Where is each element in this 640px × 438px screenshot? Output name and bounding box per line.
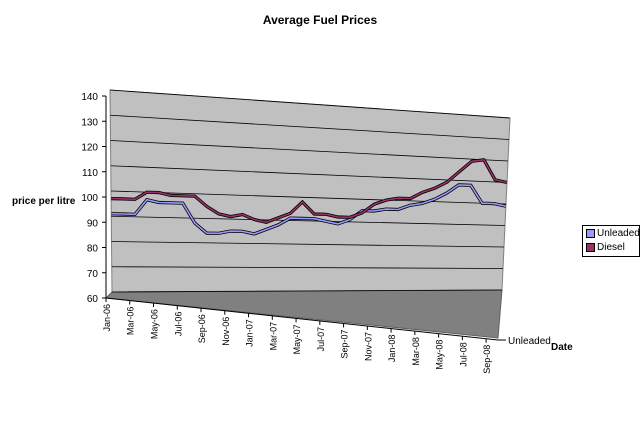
y-axis-label: price per litre [12,196,76,207]
plot-floor [104,289,503,339]
series-line-diesel [111,158,508,224]
gridline [109,89,511,119]
chart-title: Average Fuel Prices [263,13,378,27]
x-tick-label: Jan-06 [102,304,112,332]
series-line-unleaded [111,184,507,235]
gridline [110,190,507,205]
x-tick-label: Nov-06 [221,317,231,346]
x-tick-label: Jul-07 [316,327,326,352]
x-tick-label: Sep-08 [482,345,492,374]
depth-axis-label: Unleaded [508,336,551,347]
gridline [110,114,510,140]
legend-label-unleaded: Unleaded [597,228,640,239]
legend-label-diesel: Diesel [597,242,625,253]
x-tick-label: Jul-06 [173,312,183,337]
y-tick-label: 110 [82,168,98,179]
legend-item-unleaded: Unleaded [586,228,640,240]
legend-swatch-diesel [586,242,595,252]
y-tick-label: 60 [87,294,99,305]
gridline [111,241,505,248]
y-tick-label: 130 [81,117,98,128]
x-tick-label: Jul-08 [458,342,468,367]
gridline [111,266,504,269]
x-tick-label: Jan-08 [387,335,397,363]
x-tick-label: Nov-07 [363,332,373,361]
legend-item-diesel: Diesel [586,242,625,254]
y-tick-label: 90 [87,218,99,229]
x-tick-label: Mar-08 [411,337,421,366]
y-tick-label: 100 [81,193,98,204]
x-tick-label: May-07 [292,324,302,354]
chart-legend: Unleaded Diesel [582,225,640,257]
x-tick-label: May-06 [150,309,160,339]
y-tick-label: 120 [81,143,98,154]
x-axis-label: Date [551,342,573,353]
x-tick-label: Sep-06 [197,314,207,343]
y-tick-label: 80 [87,244,99,255]
x-tick-label: Jan-07 [245,319,255,347]
gridline [111,289,503,293]
legend-swatch-unleaded [586,228,595,238]
gridline [110,140,509,162]
x-tick-label: Sep-07 [340,329,350,358]
gridline [110,165,508,183]
gridline [111,215,506,226]
y-tick-label: 140 [81,92,98,103]
x-axis-line [105,297,499,341]
x-tick-label: Mar-07 [268,322,278,351]
y-tick-label: 70 [87,269,99,280]
x-tick-label: May-08 [435,340,445,370]
x-tick-label: Mar-06 [126,307,136,336]
